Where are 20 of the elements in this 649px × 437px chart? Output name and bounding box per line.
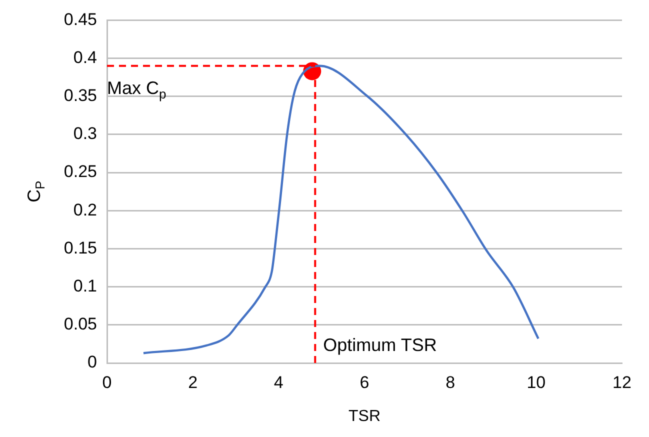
x-tick-label: 0 [102, 372, 112, 392]
y-tick-label: 0.05 [64, 314, 97, 334]
y-tick-label: 0.45 [64, 10, 97, 29]
y-tick-label: 0.15 [64, 238, 97, 258]
x-tick-label: 4 [274, 372, 284, 392]
y-axis-title: CP [24, 180, 48, 202]
x-tick-label: 8 [446, 372, 456, 392]
x-tick-label: 6 [360, 372, 370, 392]
y-tick-label: 0.2 [73, 200, 97, 220]
y-tick-label: 0 [88, 352, 97, 372]
x-tick-label: 2 [188, 372, 198, 392]
y-tick-label: 0.3 [73, 124, 97, 144]
y-tick-label: 0.25 [64, 162, 97, 182]
ref-line-label: Optimum TSR [323, 335, 437, 355]
x-tick-label: 10 [526, 372, 546, 392]
y-tick-label: 0.1 [73, 276, 97, 296]
y-tick-label: 0.35 [64, 86, 97, 106]
x-tick-label: 12 [612, 372, 632, 392]
x-axis-title: TSR [348, 408, 380, 425]
y-tick-label: 0.4 [73, 48, 97, 67]
